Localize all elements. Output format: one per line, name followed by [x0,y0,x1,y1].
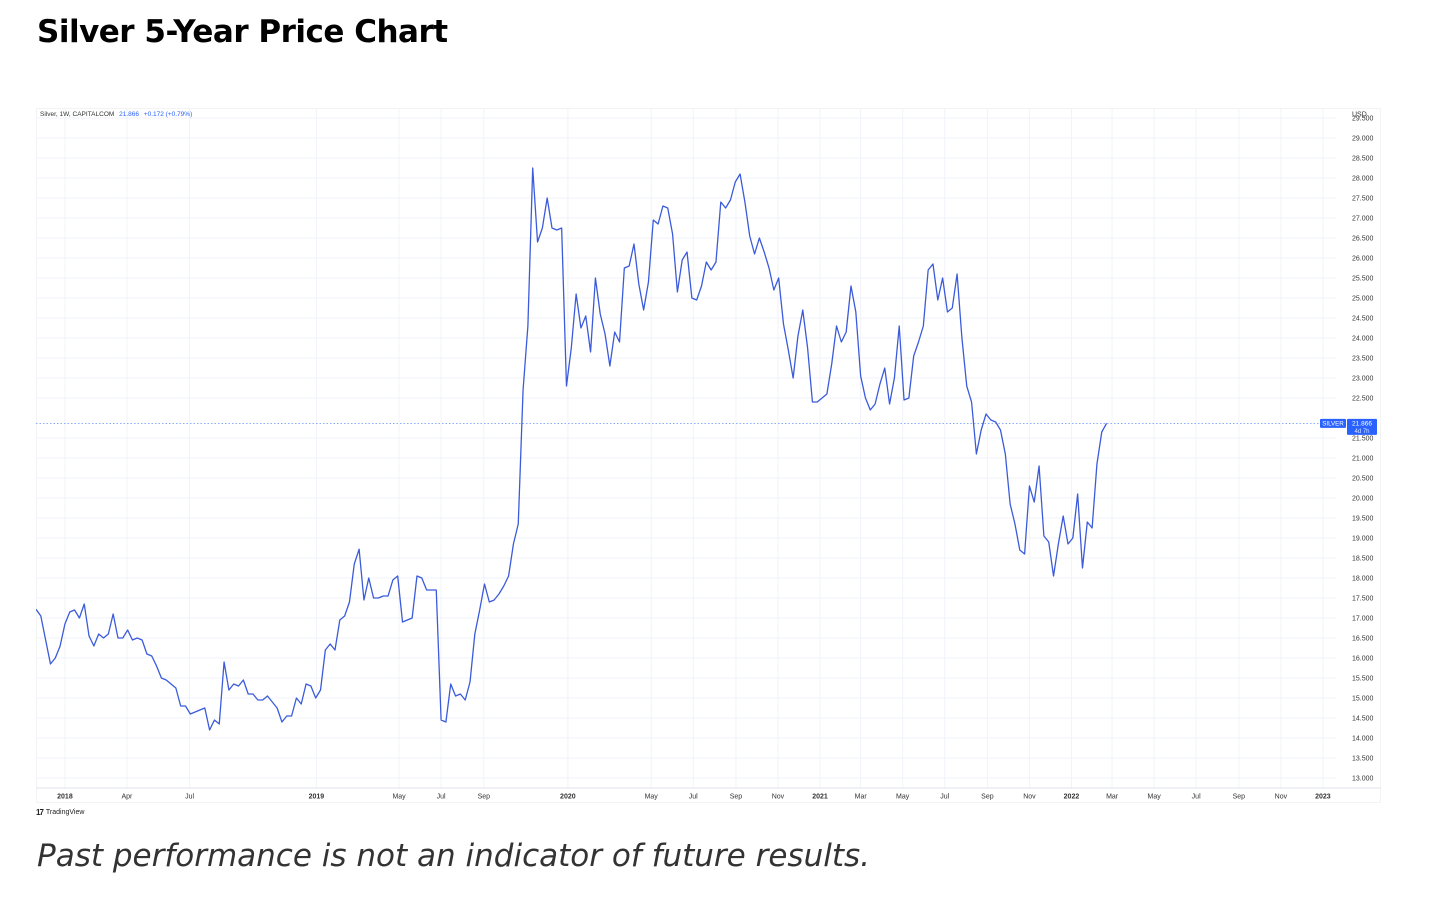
y-axis[interactable]: 13.000 13.500 14.000 14.500 15.000 15.500 16.0… [1352,112,1374,783]
y-tick-label: 24.000 [1352,336,1374,343]
chart-svg[interactable]: 13.000 13.500 14.000 14.500 15.000 15.500 16.0… [36,108,1382,804]
x-tick-label: Jul [1192,794,1201,801]
y-axis-unit: USD [1352,112,1367,119]
y-tick-label: 22.500 [1352,396,1374,403]
price-tag-countdown: 4d 7h [1354,429,1369,435]
x-tick-label: Nov [1023,794,1036,801]
x-tick-label: Jul [689,794,698,801]
y-tick-label: 24.500 [1352,316,1374,323]
y-tick-label: 25.000 [1352,296,1374,303]
x-tick-label: Jul [940,794,949,801]
footnote: Past performance is not an indicator of … [37,838,870,874]
x-axis[interactable]: 2018 Apr Jul 2019 May Jul Sep 2020 May Jul Sep Nov 2… [36,787,1381,801]
y-tick-label: 20.500 [1352,476,1374,483]
x-tick-label: Mar [855,794,868,801]
x-tick-label: Jul [437,794,446,801]
x-tick-label: Sep [730,794,743,801]
price-tag-value: 21.866 [1352,421,1372,428]
y-tick-label: 29.500 [1352,116,1374,123]
y-tick-label: 15.000 [1352,696,1374,703]
y-tick-label: 25.500 [1352,276,1374,283]
x-tick-label: Sep [981,794,994,801]
x-tick-label: Sep [1233,794,1246,801]
page-title: Silver 5-Year Price Chart [37,14,448,50]
chart-container[interactable]: 13.000 13.500 14.000 14.500 15.000 15.500 16.0… [36,108,1382,804]
tradingview-logo[interactable]: 17 TradingView [36,808,84,817]
price-tag-label: SILVER [1322,421,1344,428]
y-tick-label: 26.000 [1352,256,1374,263]
y-tick-label: 23.000 [1352,376,1374,383]
price-tag-label-box [1320,418,1346,428]
y-tick-label: 14.000 [1352,736,1374,743]
x-tick-label: Mar [1106,794,1119,801]
x-tick-label: 2021 [812,794,828,801]
y-tick-label: 19.000 [1352,536,1374,543]
x-tick-label: Jul [185,794,194,801]
y-tick-label: 13.000 [1352,776,1374,783]
y-tick-label: 19.500 [1352,516,1374,523]
tradingview-logo-icon: 17 [36,808,44,817]
x-tick-label: Nov [772,794,785,801]
x-tick-label: Nov [1275,794,1288,801]
price-series [36,167,1108,731]
y-tick-label: 18.000 [1352,576,1374,583]
x-tick-label: May [645,794,659,801]
x-tick-label: May [392,794,406,801]
x-tick-label: 2019 [309,794,325,801]
legend-change: +0.172 (+0.79%) [143,111,193,118]
y-tick-label: 27.000 [1352,216,1374,223]
grid-layer [36,108,1381,803]
y-tick-label: 16.000 [1352,656,1374,663]
x-tick-label: 2023 [1315,794,1331,801]
x-tick-label: 2022 [1064,794,1080,801]
tradingview-logo-text: TradingView [45,809,85,816]
y-tick-label: 21.500 [1352,436,1374,443]
x-tick-label: 2020 [560,794,576,801]
x-tick-label: May [896,794,910,801]
x-tick-label: Apr [121,794,133,801]
y-tick-label: 16.500 [1352,636,1374,643]
y-tick-label: 29.000 [1352,136,1374,143]
y-tick-label: 21.000 [1352,456,1374,463]
y-tick-label: 26.500 [1352,236,1374,243]
y-tick-label: 28.500 [1352,156,1374,163]
price-tag-value-box [1347,418,1377,435]
y-tick-label: 20.000 [1352,496,1374,503]
x-tick-label: May [1148,794,1162,801]
y-tick-label: 27.500 [1352,196,1374,203]
y-tick-label: 14.500 [1352,716,1374,723]
y-tick-label: 17.500 [1352,596,1374,603]
y-tick-label: 15.500 [1352,676,1374,683]
legend-last-price: 21.866 [119,111,139,118]
x-tick-label: Sep [478,794,491,801]
x-tick-label: 2018 [57,794,73,801]
y-tick-label: 13.500 [1352,756,1374,763]
y-tick-label: 28.000 [1352,176,1374,183]
chart-legend: Silver, 1W, CAPITALCOM 21.866 +0.172 (+0… [40,111,192,118]
price-line [36,167,1108,731]
y-tick-label: 18.500 [1352,556,1374,563]
legend-symbol: Silver, 1W, CAPITALCOM [40,111,115,118]
y-tick-label: 17.000 [1352,616,1374,623]
y-tick-label: 23.500 [1352,356,1374,363]
chart-border [36,108,1381,803]
